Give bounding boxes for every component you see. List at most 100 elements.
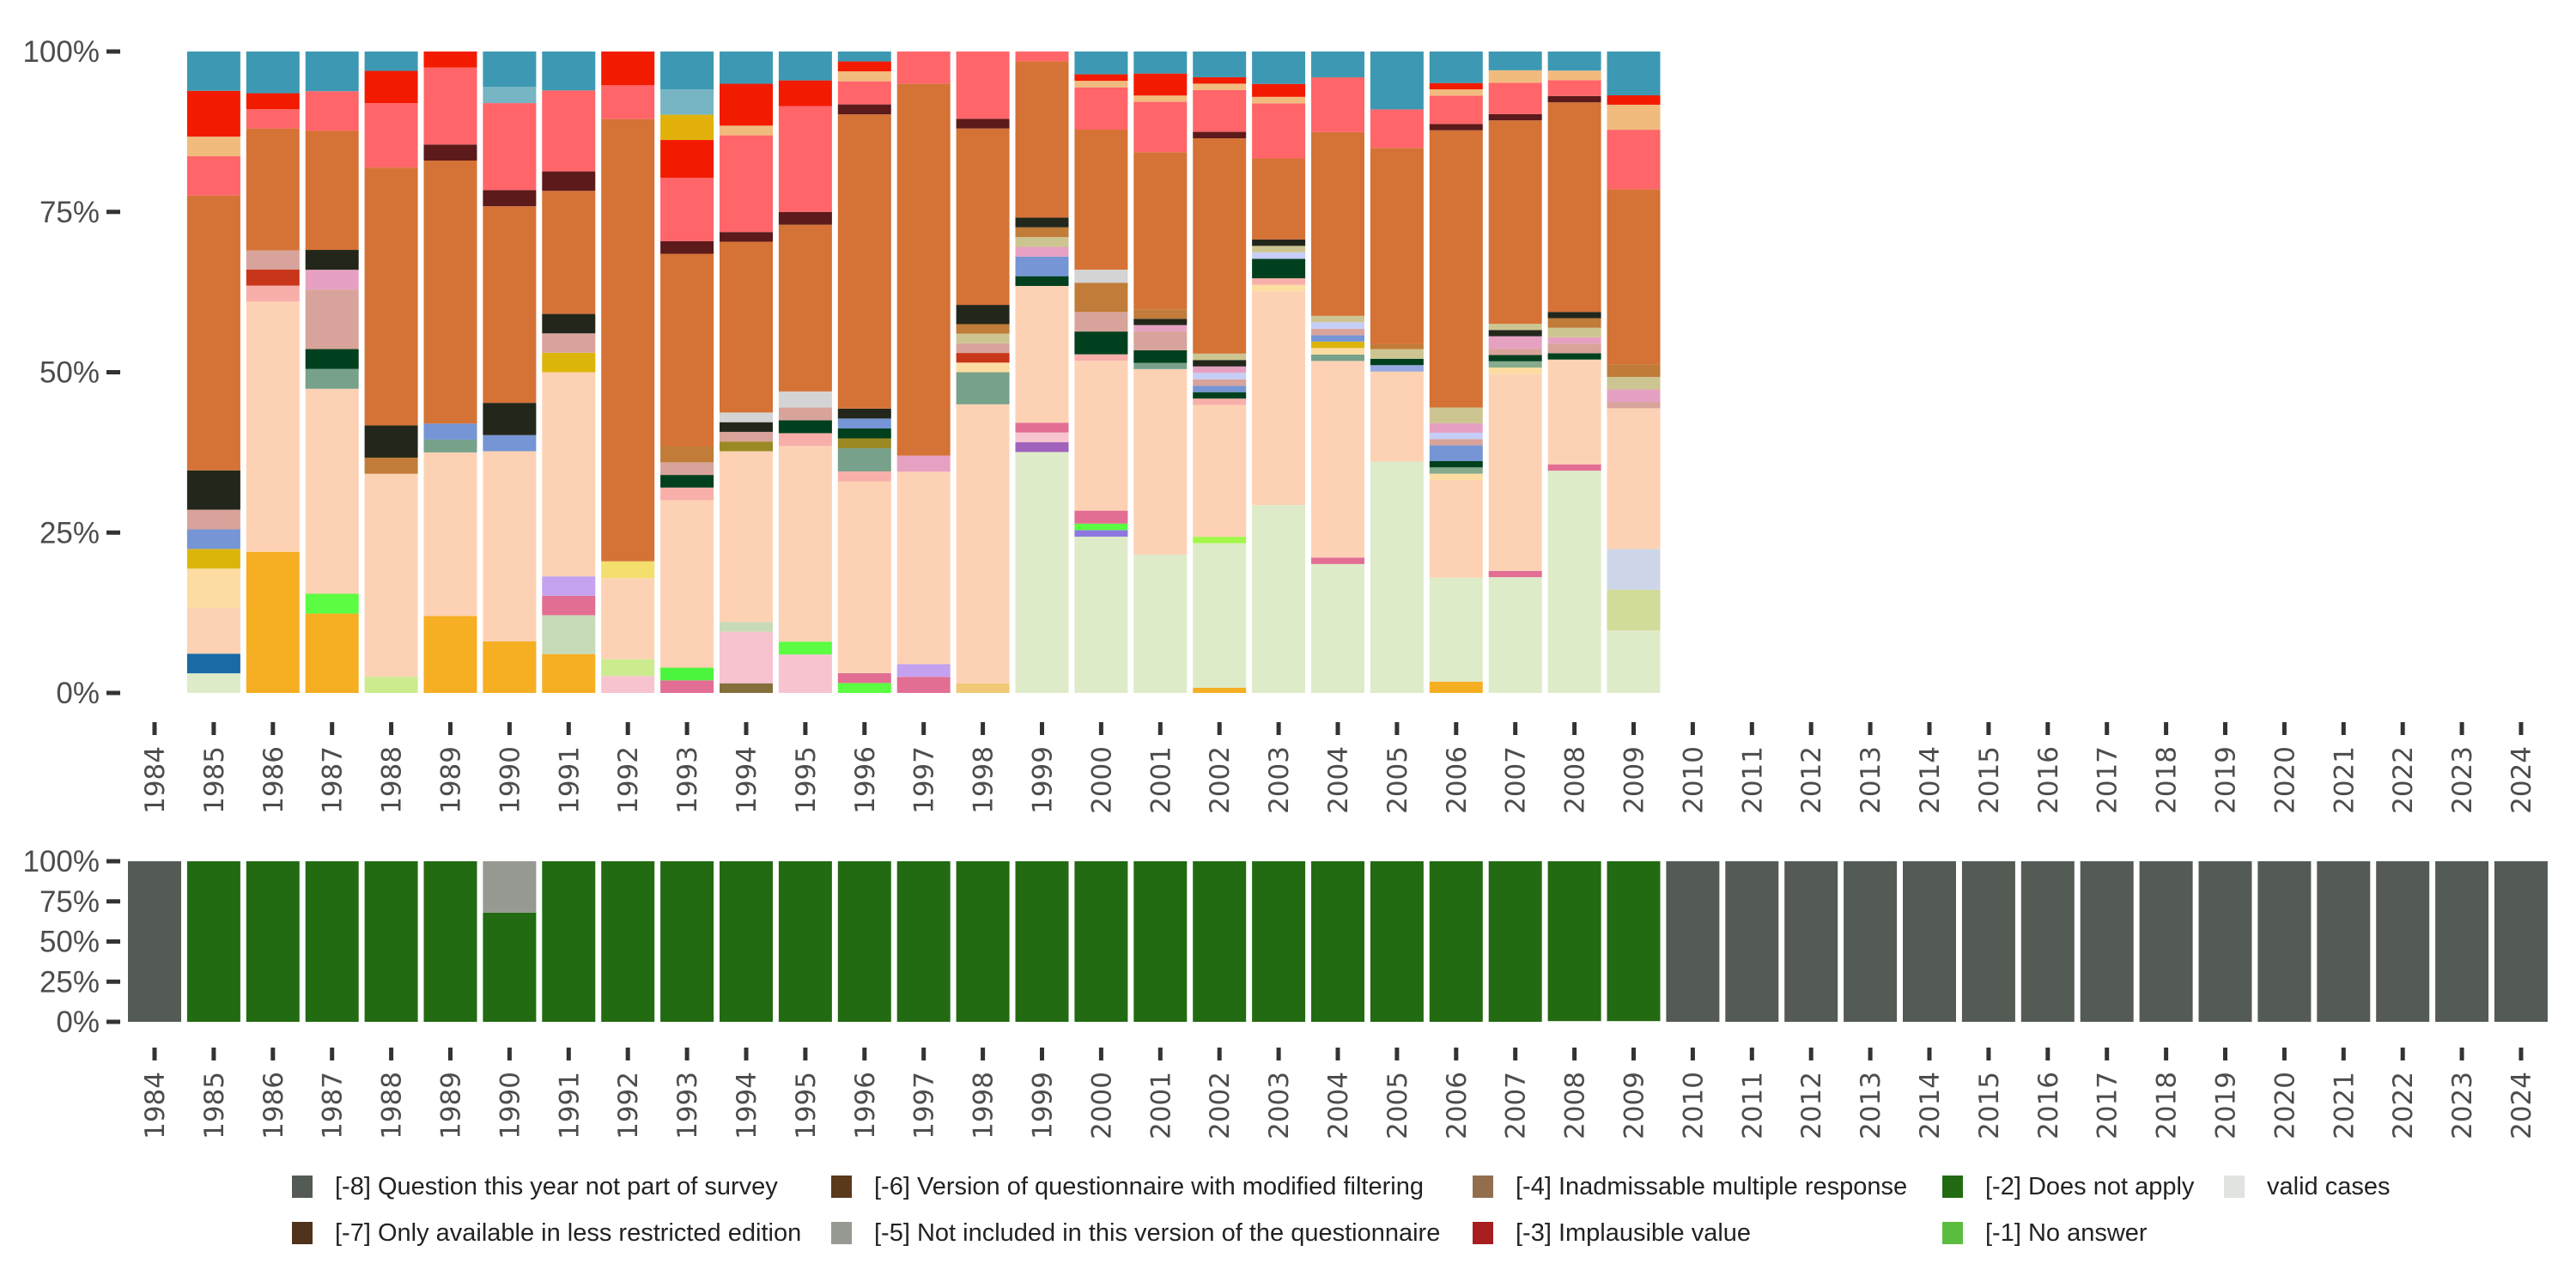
bar-segment-1987 xyxy=(305,613,359,693)
bar-segment-1985 xyxy=(186,568,240,608)
bar-segment-2023 xyxy=(2435,861,2489,1022)
top-xtick-mark xyxy=(389,722,394,735)
bottom-xtick-mark xyxy=(684,1048,690,1060)
legend-label: [-2] Does not apply xyxy=(1985,1172,2195,1200)
bar-segment-1991 xyxy=(542,861,596,1022)
top-xtick-mark xyxy=(2400,722,2405,735)
bar-segment-2003 xyxy=(1252,258,1306,279)
bar-segment-1987 xyxy=(305,52,359,92)
legend-label: [-4] Inadmissable multiple response xyxy=(1516,1172,1908,1200)
bar-segment-1999 xyxy=(1015,256,1069,276)
legend-item-minus1: [-1] No answer xyxy=(1942,1216,2148,1250)
bottom-xtick-mark xyxy=(211,1048,216,1060)
bar-segment-2006 xyxy=(1429,681,1483,693)
top-xtick-mark xyxy=(1513,722,1518,735)
bar-segment-1999 xyxy=(1015,422,1069,433)
legend-item-valid-cases: valid cases xyxy=(2224,1170,2390,1204)
bar-segment-2019 xyxy=(2198,861,2252,1022)
bar-segment-1993 xyxy=(660,89,714,115)
bar-segment-2014 xyxy=(1903,861,1956,1022)
bar-segment-1995 xyxy=(778,641,832,655)
bar-segment-1985 xyxy=(186,673,240,693)
bar-segment-1989 xyxy=(423,160,477,424)
bar-segment-1990 xyxy=(483,87,537,104)
legend-swatch xyxy=(292,1222,313,1244)
bar-segment-1995 xyxy=(778,52,832,81)
top-xtick-mark xyxy=(2223,722,2227,735)
bar-segment-1987 xyxy=(305,131,359,251)
bar-segment-1989 xyxy=(423,144,477,161)
top-xtick-label: 2002 xyxy=(1205,746,1236,814)
bar-segment-1996 xyxy=(837,438,891,449)
bar-segment-2001 xyxy=(1133,368,1188,555)
legend-swatch xyxy=(1942,1222,1963,1244)
bar-segment-1986 xyxy=(246,109,300,129)
bar-segment-2009 xyxy=(1607,95,1661,105)
bottom-xtick-mark xyxy=(1394,1048,1400,1060)
top-xtick-mark xyxy=(1098,722,1103,735)
bar-segment-2009 xyxy=(1607,861,1661,1022)
bar-segment-1988 xyxy=(364,425,418,458)
bar-segment-1992 xyxy=(601,861,655,1022)
bar-segment-2020 xyxy=(2257,861,2312,1022)
top-xtick-mark xyxy=(1217,722,1222,735)
bar-segment-1990 xyxy=(483,912,537,1022)
bar-segment-1994 xyxy=(720,431,773,442)
bar-segment-1997 xyxy=(896,664,951,677)
legend-item-minus6: [-6] Version of questionnaire with modif… xyxy=(831,1170,1424,1204)
bar-segment-2005 xyxy=(1370,109,1424,149)
bar-segment-1986 xyxy=(246,551,300,693)
bottom-xtick-label: 1994 xyxy=(732,1072,762,1139)
bar-segment-1991 xyxy=(542,171,596,191)
top-xtick-mark xyxy=(1276,722,1281,735)
bar-segment-2008 xyxy=(1547,327,1601,337)
bar-segment-1996 xyxy=(837,448,891,472)
bar-segment-2006 xyxy=(1429,124,1483,131)
bottom-xtick-label: 1992 xyxy=(613,1072,644,1139)
bar-segment-2007 xyxy=(1488,330,1542,337)
bar-segment-2007 xyxy=(1488,861,1542,1022)
bar-segment-2004 xyxy=(1311,557,1364,564)
bar-segment-2001 xyxy=(1133,95,1188,102)
bar-segment-1996 xyxy=(837,471,891,482)
bar-segment-1999 xyxy=(1015,217,1069,228)
bottom-ytick-mark xyxy=(106,899,120,904)
bottom-xtick-label: 2018 xyxy=(2152,1072,2183,1139)
bottom-xtick-label: 1996 xyxy=(850,1072,881,1139)
bar-segment-1987 xyxy=(305,368,359,389)
bar-segment-2004 xyxy=(1311,361,1364,558)
top-xtick-label: 1988 xyxy=(377,746,408,814)
top-xtick-label: 1993 xyxy=(672,746,703,814)
bar-segment-2022 xyxy=(2376,861,2430,1022)
bar-segment-2000 xyxy=(1074,52,1128,75)
top-xtick-label: 1992 xyxy=(613,746,644,814)
legend-swatch xyxy=(292,1176,313,1198)
bottom-xtick-label: 1995 xyxy=(791,1072,822,1139)
bottom-xtick-mark xyxy=(2400,1048,2405,1060)
legend-item-minus7: [-7] Only available in less restricted e… xyxy=(292,1216,801,1250)
bar-segment-1994 xyxy=(720,622,773,632)
bar-segment-2000 xyxy=(1074,361,1128,511)
bottom-xtick-mark xyxy=(921,1048,927,1060)
bar-segment-1991 xyxy=(542,352,596,373)
bar-segment-1998 xyxy=(956,404,1010,683)
bar-segment-2000 xyxy=(1074,74,1128,82)
bar-segment-1992 xyxy=(601,659,655,677)
bar-segment-2004 xyxy=(1311,52,1364,78)
bar-segment-1987 xyxy=(305,270,359,290)
bar-segment-2003 xyxy=(1252,96,1306,104)
bar-segment-1987 xyxy=(305,289,359,349)
bottom-xtick-label: 1990 xyxy=(495,1072,526,1139)
bar-segment-2009 xyxy=(1607,630,1661,693)
bar-segment-2013 xyxy=(1844,861,1898,1022)
top-xtick-mark xyxy=(862,722,867,735)
bar-segment-2002 xyxy=(1193,543,1247,689)
bar-segment-1998 xyxy=(956,343,1010,354)
bar-segment-2003 xyxy=(1252,284,1306,292)
bar-segment-1999 xyxy=(1015,246,1069,257)
top-xtick-label: 2016 xyxy=(2033,746,2064,814)
top-ytick-mark xyxy=(106,690,120,696)
bottom-xtick-label: 1999 xyxy=(1028,1072,1059,1139)
bar-segment-2008 xyxy=(1547,343,1601,354)
bottom-xtick-label: 1987 xyxy=(318,1072,349,1139)
